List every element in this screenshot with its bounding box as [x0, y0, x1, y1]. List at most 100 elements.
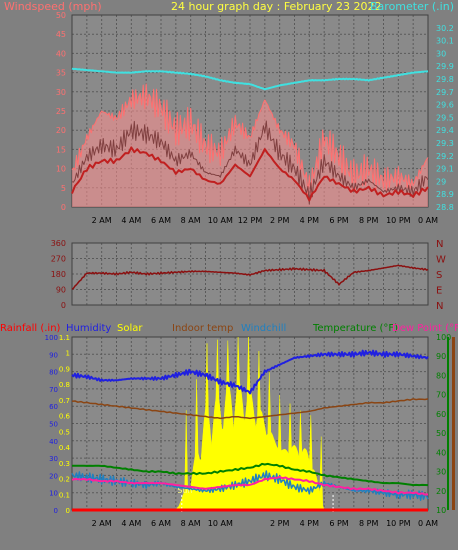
barometer-tick-label: 29.1 [436, 165, 454, 174]
barometer-tick-label: 29.4 [436, 126, 454, 135]
temperature-x-tick-label: 0 AM [418, 519, 438, 528]
barometer-tick-label: 29.8 [436, 75, 454, 84]
rain-tick-label: 1.1 [59, 334, 70, 342]
rain-tick-label: 0.7 [59, 397, 70, 405]
humidity-tick-label: 80 [49, 369, 58, 377]
barometer-tick-label: 29.3 [436, 139, 454, 148]
rain-tick-label: 0.1 [59, 491, 70, 499]
wind-tick-label: 45 [56, 30, 66, 39]
temperature-x-tick-label: 6 PM [329, 519, 348, 528]
direction-tick-label: 270 [51, 255, 66, 264]
humidity-line [71, 349, 429, 395]
wind-x-tick-label: 8 AM [181, 216, 201, 225]
temperature-scale-bar [447, 337, 449, 510]
compass-label: N [436, 239, 443, 250]
gust-line [71, 83, 429, 196]
wind-x-tick-label: 8 PM [359, 216, 378, 225]
humidity-tick-label: 60 [49, 403, 58, 411]
compass-label: E [436, 286, 442, 297]
barometer-tick-label: 29.7 [436, 88, 454, 97]
rain-tick-label: 0.6 [59, 413, 71, 421]
humidity-tick-label: 90 [49, 351, 58, 359]
temperature-tick-label: 30 [436, 468, 446, 477]
legend-label: Temperature (°F) [312, 323, 398, 334]
wind-tick-label: 10 [56, 165, 66, 174]
legend-label: Rainfall (.in) [0, 323, 61, 334]
temperature-tick-label: 40 [436, 448, 446, 457]
wind-tick-label: 20 [56, 126, 66, 135]
humidity-tick-label: 0 [54, 507, 58, 515]
temperature-tick-label: 80 [436, 371, 446, 380]
temperature-tick-label: 10 [436, 506, 446, 515]
temperature-tick-label: 100 [436, 333, 451, 342]
wind-average-line [71, 146, 429, 202]
wind-direction-line [71, 264, 429, 290]
humidity-tick-label: 30 [49, 455, 58, 463]
barometer-tick-label: 29.9 [436, 62, 454, 71]
temperature-tick-label: 20 [436, 487, 446, 496]
wind-tick-label: 0 [61, 203, 66, 212]
direction-tick-label: 0 [61, 301, 66, 310]
temperature-x-tick-label: 10 AM [208, 519, 233, 528]
barometer-tick-label: 28.8 [436, 203, 454, 212]
sun-label: Sun [177, 486, 192, 495]
chart-title: 24 hour graph day : February 23 2022 [171, 0, 382, 13]
temperature-tick-label: 50 [436, 429, 446, 438]
barometer-line [71, 67, 429, 91]
wind-x-tick-label: 12 PM [238, 216, 263, 225]
wind-axis-title: Windspeed (mph) [4, 0, 102, 13]
barometer-tick-label: 30.2 [436, 24, 454, 33]
compass-label: N [436, 301, 443, 312]
legend-label: Indoor temp [172, 323, 233, 334]
barometer-tick-label: 29.2 [436, 152, 454, 161]
direction-grid [71, 242, 429, 306]
windchill-line [71, 470, 429, 502]
barometer-tick-label: 30 [436, 49, 446, 58]
wind-x-tick-label: 10 PM [386, 216, 411, 225]
wind-tick-label: 40 [56, 49, 66, 58]
temperature-x-tick-label: 2 PM [270, 519, 289, 528]
humidity-tick-label: 10 [49, 490, 58, 498]
humidity-tick-label: 50 [49, 421, 58, 429]
temperature-x-tick-label: 8 AM [181, 519, 201, 528]
dewpoint-line [71, 476, 429, 496]
rain-tick-label: 0.2 [59, 476, 70, 484]
rain-tick-label: 0.8 [59, 381, 70, 389]
barometer-tick-label: 28.9 [436, 190, 454, 199]
panel-border [71, 242, 429, 306]
temperature-tick-label: 90 [436, 352, 446, 361]
legend-label: Windchill [241, 323, 286, 334]
wind-x-tick-label: 0 AM [418, 216, 438, 225]
barometer-tick-label: 30.1 [436, 37, 454, 46]
barometer-tick-label: 29.6 [436, 101, 454, 110]
temperature-x-tick-label: 6 AM [151, 519, 171, 528]
barometer-axis-title: Barometer (.in) [370, 0, 454, 13]
compass-label: W [436, 255, 446, 266]
direction-tick-label: 360 [51, 239, 66, 248]
wind-tick-label: 30 [56, 88, 66, 97]
legend-label: Dew Point (°F) [392, 323, 458, 334]
temperature-x-tick-label: 4 PM [300, 519, 319, 528]
direction-tick-label: 180 [51, 270, 66, 279]
rain-tick-label: 1 [66, 350, 70, 358]
compass-label: S [436, 270, 442, 281]
windspeed-line [71, 120, 429, 205]
rain-tick-label: 0.9 [59, 365, 70, 373]
rain-tick-label: 0.3 [59, 460, 70, 468]
indoor-scale-bar [452, 337, 455, 510]
barometer-tick-label: 29 [436, 177, 446, 186]
humidity-tick-label: 100 [45, 334, 58, 342]
wind-tick-label: 35 [56, 69, 66, 78]
humidity-tick-label: 70 [49, 386, 58, 394]
wind-tick-label: 50 [56, 11, 66, 20]
wind-x-tick-label: 6 AM [151, 216, 171, 225]
direction-tick-label: 90 [56, 286, 66, 295]
rain-tick-label: 0.5 [59, 428, 70, 436]
temperature-tick-label: 60 [436, 410, 446, 419]
wind-tick-label: 15 [56, 145, 66, 154]
humidity-tick-label: 40 [49, 438, 58, 446]
wind-tick-label: 5 [61, 184, 66, 193]
barometer-tick-label: 29.5 [436, 113, 454, 122]
temperature-tick-label: 70 [436, 391, 446, 400]
